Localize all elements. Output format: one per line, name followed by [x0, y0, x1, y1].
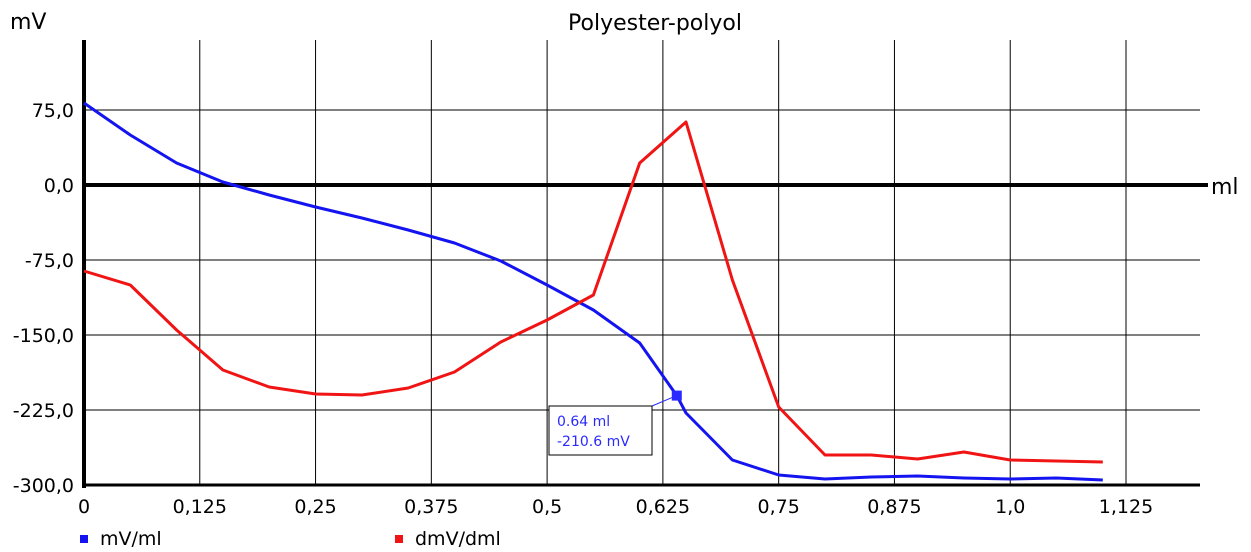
series-line-mv-ml [83, 101, 1103, 482]
legend-label[interactable]: dmV/dml [415, 528, 501, 550]
x-tick-label: 0,875 [867, 496, 921, 518]
x-tick-label: 1,125 [1099, 496, 1153, 518]
y-axis-unit: mV [10, 10, 46, 35]
x-tick-label: 1,0 [995, 496, 1025, 518]
x-tick-labels: 0 0,125 0,25 0,375 0,5 0,625 0,75 0,875 1,0 1,125 [78, 496, 1153, 518]
y-tick-label: -225,0 [13, 400, 74, 422]
x-tick-label: 0,75 [758, 496, 800, 518]
y-tick-label: 0,0 [44, 175, 74, 197]
y-tick-label: 75,0 [32, 100, 74, 122]
legend-swatch [80, 535, 88, 543]
legend-label[interactable]: mV/ml [100, 528, 162, 550]
x-axis-unit: ml [1211, 175, 1239, 200]
value-tooltip: 0.64 ml -210.6 mV [548, 390, 682, 456]
x-tick-label: 0,125 [173, 496, 227, 518]
tooltip-y-value: -210.6 mV [557, 434, 630, 450]
x-tick-label: 0 [78, 496, 90, 518]
legend-swatch [395, 535, 403, 543]
x-tick-label: 0,25 [294, 496, 336, 518]
tooltip-x-value: 0.64 ml [557, 414, 610, 430]
chart-title: Polyester-polyol [568, 11, 742, 36]
x-tick-label: 0,375 [404, 496, 458, 518]
y-tick-label: -75,0 [25, 250, 74, 272]
series-group [83, 101, 1103, 482]
x-tick-label: 0,625 [636, 496, 690, 518]
axes [82, 40, 1208, 488]
y-tick-labels: 75,0 0,0 -75,0 -150,0 -225,0 -300,0 [13, 100, 74, 497]
y-tick-label: -150,0 [13, 325, 74, 347]
tooltip-box [548, 405, 653, 456]
y-tick-label: -300,0 [13, 475, 74, 497]
series-line-dmv-dml [83, 120, 1103, 464]
tooltip-marker[interactable] [671, 390, 682, 401]
legend[interactable]: mV/ml dmV/dml [80, 528, 501, 550]
x-tick-label: 0,5 [532, 496, 562, 518]
